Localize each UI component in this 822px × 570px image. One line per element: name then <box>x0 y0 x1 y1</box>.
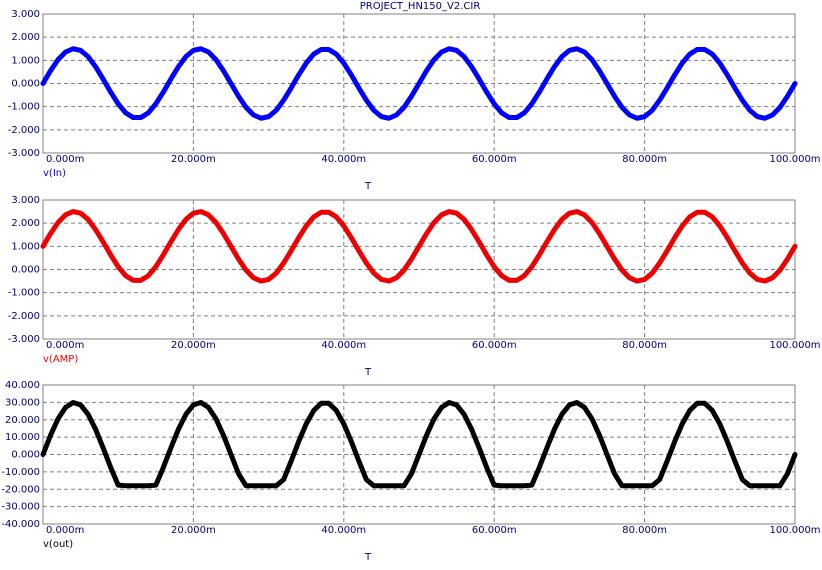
y-tick-label: 20.000 <box>5 415 40 426</box>
x-tick-label: 0.000m <box>46 340 84 351</box>
x-tick-label: 0.000m <box>46 525 84 536</box>
y-tick-label: -3.000 <box>8 148 40 159</box>
x-tick-label: 20.000m <box>171 525 216 536</box>
x-tick-label: 60.000m <box>472 154 517 165</box>
y-tick-label: -30.000 <box>1 502 40 513</box>
x-axis-label: T <box>364 552 372 563</box>
y-tick-label: -2.000 <box>8 125 40 136</box>
x-tick-label: 100.000m <box>769 340 820 351</box>
x-tick-label: 20.000m <box>171 340 216 351</box>
x-tick-label: 0.000m <box>46 154 84 165</box>
y-tick-label: -1.000 <box>8 102 40 113</box>
y-tick-label: 40.000 <box>5 380 40 391</box>
x-axis-label: T <box>364 367 372 378</box>
x-tick-label: 100.000m <box>769 525 820 536</box>
y-tick-label: 3.000 <box>11 195 40 206</box>
series-line <box>40 46 798 121</box>
x-tick-label: 20.000m <box>171 154 216 165</box>
y-tick-label: 1.000 <box>11 241 40 252</box>
x-tick-label: 40.000m <box>321 525 366 536</box>
y-tick-label: -2.000 <box>8 311 40 322</box>
y-tick-label: -1.000 <box>8 288 40 299</box>
x-tick-label: 100.000m <box>769 154 820 165</box>
x-tick-label: 60.000m <box>472 525 517 536</box>
y-tick-label: 0.000 <box>11 79 40 90</box>
legend-entry: v(out) <box>43 539 73 550</box>
legend-entry: v(AMP) <box>43 354 78 365</box>
y-tick-label: -40.000 <box>1 519 40 530</box>
x-axis-label: T <box>364 181 372 192</box>
y-tick-label: 0.000 <box>11 450 40 461</box>
y-tick-label: 10.000 <box>5 432 40 443</box>
chart-title: PROJECT_HN150_V2.CIR <box>360 1 481 12</box>
plot-frame <box>42 199 796 340</box>
y-tick-label: -3.000 <box>8 334 40 345</box>
legend-entry: v(In) <box>43 168 66 179</box>
series-line <box>40 399 798 489</box>
y-tick-label: 2.000 <box>11 218 40 229</box>
y-tick-label: 2.000 <box>11 32 40 43</box>
x-tick-label: 80.000m <box>622 154 667 165</box>
y-tick-label: 3.000 <box>11 9 40 20</box>
series-line <box>40 209 798 284</box>
x-tick-label: 80.000m <box>622 340 667 351</box>
x-tick-label: 40.000m <box>321 340 366 351</box>
x-tick-label: 40.000m <box>321 154 366 165</box>
y-tick-label: -20.000 <box>1 484 40 495</box>
x-tick-label: 80.000m <box>622 525 667 536</box>
y-tick-label: -10.000 <box>1 467 40 478</box>
x-tick-label: 60.000m <box>472 340 517 351</box>
y-tick-label: 30.000 <box>5 397 40 408</box>
y-tick-label: 0.000 <box>11 265 40 276</box>
y-tick-label: 1.000 <box>11 55 40 66</box>
